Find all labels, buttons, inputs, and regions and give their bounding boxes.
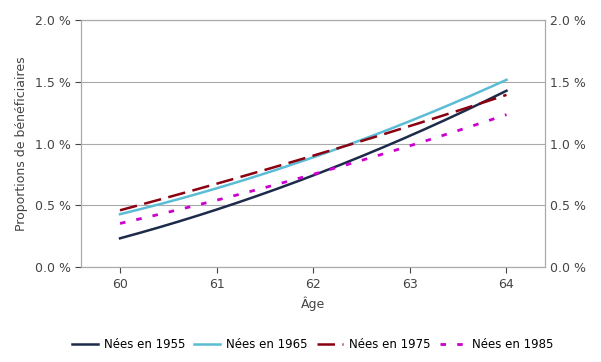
Nées en 1985	[118, 221, 125, 225]
Nées en 1965	[467, 94, 474, 98]
Line: Nées en 1955: Nées en 1955	[120, 91, 507, 238]
Nées en 1955	[347, 159, 354, 163]
Y-axis label: Proportions de bénéficiaires: Proportions de bénéficiaires	[15, 56, 28, 231]
Nées en 1955	[353, 156, 360, 160]
Nées en 1955	[345, 159, 352, 164]
Nées en 1955	[503, 89, 510, 93]
Nées en 1975	[442, 113, 450, 117]
Nées en 1965	[345, 142, 352, 147]
Nées en 1985	[353, 160, 360, 164]
Nées en 1975	[467, 105, 474, 109]
Nées en 1975	[347, 142, 354, 147]
Nées en 1965	[118, 212, 125, 216]
Nées en 1985	[503, 113, 510, 117]
Nées en 1965	[347, 142, 354, 146]
Nées en 1985	[347, 161, 354, 166]
Nées en 1965	[442, 104, 450, 109]
Nées en 1955	[118, 236, 125, 240]
Line: Nées en 1965: Nées en 1965	[120, 80, 507, 214]
Nées en 1975	[345, 143, 352, 147]
Nées en 1965	[503, 77, 510, 82]
Nées en 1985	[117, 221, 124, 226]
Nées en 1955	[442, 118, 450, 122]
Nées en 1975	[353, 140, 360, 145]
Nées en 1975	[117, 208, 124, 212]
Nées en 1965	[117, 212, 124, 216]
Nées en 1985	[467, 125, 474, 129]
Line: Nées en 1985: Nées en 1985	[120, 115, 507, 223]
Nées en 1955	[117, 236, 124, 240]
X-axis label: Âge: Âge	[301, 296, 325, 311]
Legend: Nées en 1955, Nées en 1965, Nées en 1975, Nées en 1985: Nées en 1955, Nées en 1965, Nées en 1975…	[67, 334, 558, 356]
Nées en 1965	[353, 140, 360, 144]
Nées en 1975	[503, 93, 510, 97]
Nées en 1975	[118, 208, 125, 212]
Nées en 1985	[442, 132, 450, 137]
Nées en 1985	[345, 162, 352, 166]
Nées en 1955	[467, 106, 474, 110]
Line: Nées en 1975: Nées en 1975	[120, 95, 507, 210]
